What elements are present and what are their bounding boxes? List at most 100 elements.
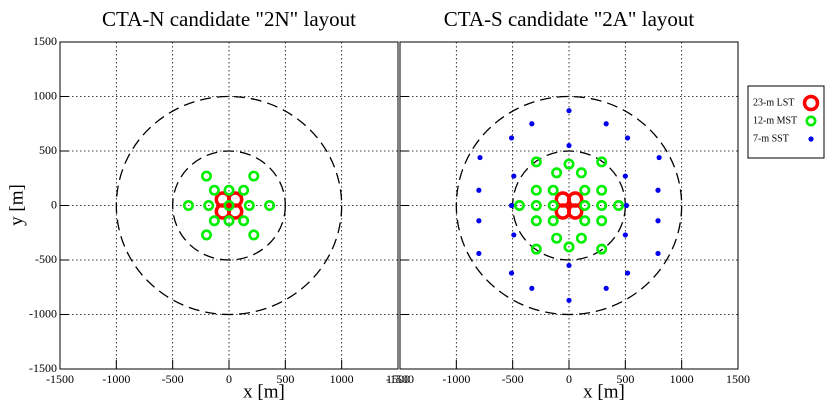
telescope-marker [530, 184, 542, 196]
telescope-marker [208, 184, 220, 196]
x-tick-label: -1500 [46, 372, 74, 386]
telescope-marker [623, 202, 630, 209]
telescope-marker [200, 170, 212, 182]
telescope-marker [575, 167, 587, 179]
telescope-marker [476, 218, 482, 224]
telescope-marker [575, 232, 587, 244]
telescope-marker [624, 270, 631, 276]
telescope-marker [508, 202, 515, 209]
telescope-marker [238, 184, 250, 196]
telescope-marker [511, 232, 517, 238]
telescope-marker [243, 200, 255, 212]
range-circle [115, 95, 343, 316]
telescope-marker [511, 173, 517, 179]
telescope-marker [223, 215, 235, 227]
telescope-marker [182, 200, 194, 212]
telescope-marker [248, 170, 260, 182]
telescope-marker [223, 184, 235, 196]
telescope-marker [655, 187, 661, 193]
telescope-marker [596, 184, 608, 196]
telescope-marker [596, 215, 608, 227]
x-tick-label: -1500 [386, 372, 414, 386]
telescope-marker [566, 108, 572, 114]
telescope-marker [603, 285, 609, 291]
x-tick-label: 500 [276, 372, 294, 386]
telescope-marker [529, 121, 535, 127]
telescope-marker [203, 200, 215, 212]
x-tick-label: 0 [566, 372, 572, 386]
x-tick-label: -1000 [442, 372, 470, 386]
telescope-marker [529, 285, 535, 291]
x-tick-label: -500 [502, 372, 524, 386]
telescope-marker [566, 297, 572, 303]
legend-label: 23-m LST [753, 97, 794, 108]
telescope-marker [563, 241, 575, 253]
telescope-marker [579, 200, 591, 212]
telescope-marker [566, 262, 572, 269]
x-axis-label: x [m] [583, 381, 625, 402]
plot-frame [59, 41, 399, 370]
telescope-marker [264, 200, 276, 212]
chart-title: CTA-N candidate "2N" layout [102, 7, 356, 31]
telescope-marker [566, 142, 572, 149]
x-tick-label: 1500 [726, 372, 750, 386]
telescope-marker [596, 243, 608, 255]
telescope-marker [238, 215, 250, 227]
telescope-marker [208, 215, 220, 227]
telescope-marker [547, 184, 559, 196]
legend-label: 12-m MST [753, 115, 797, 126]
telescope-marker [566, 203, 584, 220]
legend-marker [802, 94, 820, 112]
y-axis-label: y [m] [6, 184, 27, 226]
telescope-marker [476, 187, 482, 193]
telescope-marker [477, 154, 483, 161]
telescope-marker [223, 200, 235, 212]
telescope-marker [551, 167, 563, 179]
telescope-marker [613, 200, 625, 212]
telescope-marker [513, 200, 525, 212]
telescope-marker [508, 135, 515, 141]
range-circle [455, 95, 683, 316]
telescope-marker [530, 243, 542, 255]
telescope-marker [596, 200, 608, 212]
y-tick-label: 1500 [33, 34, 57, 48]
legend-marker [808, 136, 814, 142]
telescope-marker [579, 215, 591, 227]
y-tick-label: 0 [51, 197, 57, 211]
x-tick-label: 500 [616, 372, 634, 386]
y-tick-label: 1000 [33, 88, 57, 102]
range-circle [172, 150, 286, 261]
x-tick-label: 0 [226, 372, 232, 386]
x-tick-label: 1500 [386, 372, 410, 386]
y-tick-label: -500 [35, 252, 57, 266]
plot-frame [399, 41, 739, 370]
chart-title: CTA-S candidate "2A" layout [444, 7, 695, 31]
telescope-marker [476, 250, 482, 257]
x-tick-label: 1000 [330, 372, 354, 386]
telescope-marker [547, 215, 559, 227]
x-tick-label: 1000 [670, 372, 694, 386]
telescope-marker [624, 135, 631, 141]
y-tick-label: -1500 [29, 361, 57, 375]
telescope-marker [248, 229, 260, 241]
telescope-marker [551, 232, 563, 244]
telescope-marker [655, 250, 661, 257]
legend-label: 7-m SST [753, 133, 789, 144]
telescope-marker [530, 215, 542, 227]
x-axis-label: x [m] [243, 381, 285, 402]
y-tick-label: -1000 [29, 306, 57, 320]
telescope-marker [530, 156, 542, 168]
telescope-marker [530, 200, 542, 212]
telescope-marker [596, 156, 608, 168]
legend-marker [805, 115, 817, 127]
x-tick-label: -1000 [102, 372, 130, 386]
telescope-marker [622, 173, 628, 179]
telescope-marker [603, 121, 609, 127]
x-tick-label: -500 [162, 372, 184, 386]
y-tick-label: 500 [39, 143, 57, 157]
telescope-marker [655, 218, 661, 224]
telescope-marker [622, 232, 628, 238]
telescope-marker [200, 229, 212, 241]
